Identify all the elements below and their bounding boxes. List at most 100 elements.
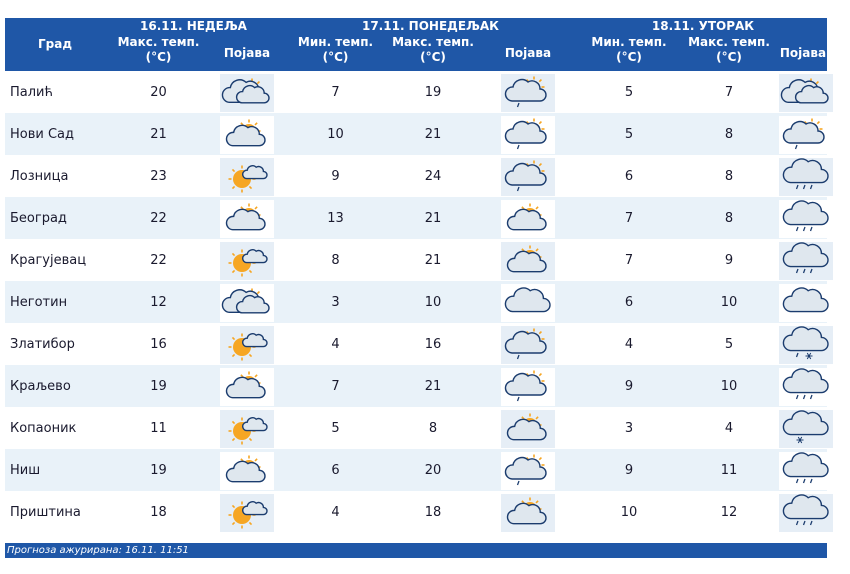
day2-min-temp: 9 [282, 155, 389, 197]
table-row: Палић 20 7 19 5 7 [5, 71, 833, 113]
day2-min-header: Мин. темп. (°C) [282, 34, 389, 71]
day3-max-temp: 5 [679, 323, 779, 365]
city-name: Крагујевац [5, 239, 105, 281]
rain-icon [779, 242, 833, 280]
day1-max-temp: 12 [105, 281, 212, 323]
day3-weather-icon [779, 449, 833, 491]
day3-min-header: Мин. темп. (°C) [579, 34, 679, 71]
day3-max-temp: 4 [679, 407, 779, 449]
day3-weather-icon [779, 155, 833, 197]
day2-weather-icon [477, 323, 579, 365]
day2-weather-icon [477, 197, 579, 239]
day2-min-temp: 4 [282, 323, 389, 365]
day2-min-temp: 8 [282, 239, 389, 281]
city-name: Лозница [5, 155, 105, 197]
table-row: Ниш 19 6 20 9 11 [5, 449, 833, 491]
day1-max-temp: 19 [105, 449, 212, 491]
day2-weather-icon [477, 155, 579, 197]
day2-min-temp: 7 [282, 365, 389, 407]
day1-max-temp: 21 [105, 113, 212, 155]
day3-max-temp: 8 [679, 113, 779, 155]
day1-weather-icon [212, 155, 282, 197]
partly-cloudy-icon [220, 452, 274, 490]
day3-min-temp: 3 [579, 407, 679, 449]
day2-weather-icon [477, 491, 579, 533]
day2-max-temp: 8 [389, 407, 477, 449]
day2-min-temp: 6 [282, 449, 389, 491]
cloud-sun-light-rain-icon [501, 452, 555, 490]
update-time-text: Прогноза ажурирана: 16.11. 11:51 [7, 545, 189, 556]
day3-pojava-header: Појава [779, 34, 827, 71]
city-name: Палић [5, 71, 105, 113]
day1-max-temp: 22 [105, 197, 212, 239]
update-footer: Прогноза ажурирана: 16.11. 11:51 [5, 543, 827, 558]
cloud-icon [779, 284, 833, 322]
day1-weather-icon [212, 407, 282, 449]
day2-weather-icon [477, 239, 579, 281]
day3-date-header: 18.11. УТОРАК [579, 18, 827, 34]
day3-weather-icon [779, 323, 833, 365]
rain-icon [779, 368, 833, 406]
day3-max-header: Макс. темп. (°C) [679, 34, 779, 71]
cloudy-sun-icon [220, 74, 274, 112]
cloud-sun-light-rain-icon [779, 116, 833, 154]
day2-max-temp: 18 [389, 491, 477, 533]
day3-max-temp: 12 [679, 491, 779, 533]
table-row: Приштина 18 4 18 10 12 [5, 491, 833, 533]
day3-weather-icon [779, 197, 833, 239]
top-clipped-heading [0, 0, 850, 8]
city-name: Златибор [5, 323, 105, 365]
table-row: Београд 22 13 21 7 8 [5, 197, 833, 239]
sunny-cloud-icon [220, 494, 274, 532]
day1-max-header: Макс. темп. (°C) [105, 34, 212, 71]
partly-cloudy-icon [501, 494, 555, 532]
day1-weather-icon [212, 113, 282, 155]
day2-weather-icon [477, 407, 579, 449]
day1-date-header: 16.11. НЕДЕЉА [105, 18, 282, 34]
snow-icon [779, 410, 833, 448]
table-row: Златибор 16 4 16 4 5 [5, 323, 833, 365]
day3-weather-icon [779, 71, 833, 113]
rain-snow-icon [779, 326, 833, 364]
sunny-cloud-icon [220, 158, 274, 196]
day3-min-temp: 6 [579, 281, 679, 323]
cloudy-sun-icon [779, 74, 833, 112]
day2-max-temp: 21 [389, 113, 477, 155]
day2-weather-icon [477, 449, 579, 491]
partly-cloudy-icon [501, 410, 555, 448]
day2-weather-icon [477, 281, 579, 323]
day3-weather-icon [779, 281, 833, 323]
rain-icon [779, 452, 833, 490]
city-name: Приштина [5, 491, 105, 533]
day3-weather-icon [779, 491, 833, 533]
city-name: Ниш [5, 449, 105, 491]
day1-max-temp: 19 [105, 365, 212, 407]
forecast-table: Град 16.11. НЕДЕЉА 17.11. ПОНЕДЕЉАК 18.1… [5, 18, 833, 533]
day2-min-temp: 4 [282, 491, 389, 533]
day3-max-temp: 11 [679, 449, 779, 491]
day3-min-temp: 4 [579, 323, 679, 365]
city-name: Нови Сад [5, 113, 105, 155]
day1-weather-icon [212, 491, 282, 533]
day2-max-temp: 10 [389, 281, 477, 323]
day1-max-temp: 18 [105, 491, 212, 533]
sunny-cloud-icon [220, 410, 274, 448]
day3-min-temp: 7 [579, 239, 679, 281]
day3-max-temp: 7 [679, 71, 779, 113]
day1-max-temp: 22 [105, 239, 212, 281]
day2-max-temp: 24 [389, 155, 477, 197]
cloudy-sun-icon [220, 284, 274, 322]
day3-max-temp: 10 [679, 365, 779, 407]
city-name: Краљево [5, 365, 105, 407]
day2-weather-icon [477, 365, 579, 407]
day3-max-temp: 8 [679, 197, 779, 239]
city-name: Копаоник [5, 407, 105, 449]
day2-min-temp: 10 [282, 113, 389, 155]
day3-weather-icon [779, 407, 833, 449]
table-row: Краљево 19 7 21 9 10 [5, 365, 833, 407]
partly-cloudy-icon [220, 200, 274, 238]
day2-min-temp: 7 [282, 71, 389, 113]
cloud-sun-light-rain-icon [501, 326, 555, 364]
day1-max-temp: 16 [105, 323, 212, 365]
day2-weather-icon [477, 113, 579, 155]
